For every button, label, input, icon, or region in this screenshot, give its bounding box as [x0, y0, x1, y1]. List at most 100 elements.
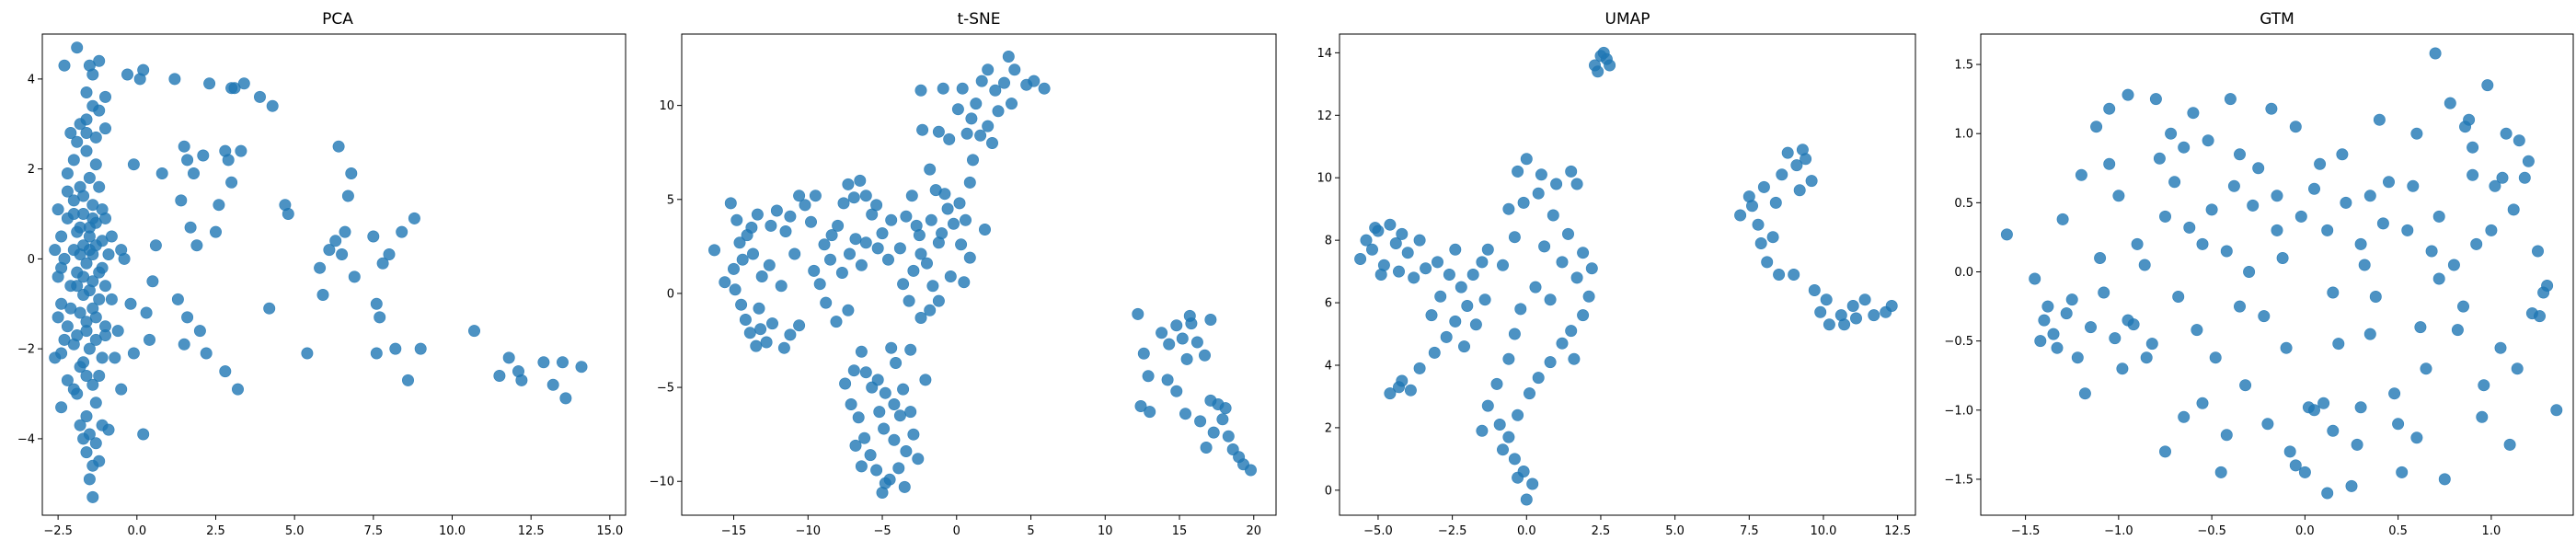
- scatter-point: [1502, 352, 1515, 365]
- scatter-point: [61, 320, 74, 333]
- scatter-point: [1508, 231, 1521, 244]
- scatter-point: [1469, 318, 1482, 331]
- scatter-point: [1532, 187, 1545, 200]
- scatter-point: [184, 221, 197, 234]
- axes-frame: [1339, 33, 1916, 516]
- scatter-point: [61, 374, 74, 386]
- scatter-point: [944, 270, 957, 282]
- scatter-point: [77, 432, 90, 445]
- scatter-point: [80, 257, 93, 270]
- scatter-point: [2494, 341, 2507, 354]
- axes-frame: [1980, 33, 2574, 516]
- scatter-point: [1582, 290, 1595, 303]
- scatter-point: [1428, 346, 1441, 359]
- scatter-point: [323, 244, 336, 257]
- scatter-point: [2447, 259, 2460, 271]
- scatter-point: [2116, 362, 2129, 375]
- scatter-point: [1565, 165, 1578, 178]
- scatter-point: [155, 167, 168, 180]
- scatter-point: [121, 68, 134, 81]
- scatter-point: [1550, 178, 1563, 190]
- scatter-point: [2298, 466, 2311, 478]
- scatter-point: [1497, 259, 1510, 271]
- scatter-point: [2432, 272, 2445, 285]
- scatter-point: [99, 90, 112, 103]
- scatter-point: [137, 428, 150, 441]
- scatter-point: [754, 323, 767, 336]
- scatter-point: [1137, 347, 1150, 360]
- y-tick-label: −4: [17, 432, 35, 446]
- scatter-point: [71, 41, 84, 54]
- scatter-point: [871, 242, 884, 255]
- scatter-point: [339, 225, 351, 238]
- scatter-point: [779, 225, 792, 238]
- scatter-point: [2220, 245, 2233, 258]
- scatter-point: [2280, 341, 2293, 354]
- scatter-point: [2168, 176, 2181, 189]
- scatter-point: [2227, 179, 2240, 192]
- scatter-point: [1508, 453, 1521, 466]
- scatter-point: [80, 316, 93, 328]
- scatter-point: [808, 264, 821, 277]
- scatter-point: [235, 144, 247, 157]
- scatter-point: [367, 230, 380, 243]
- panel-title: t-SNE: [957, 10, 1000, 29]
- scatter-point: [859, 236, 872, 249]
- scatter-point: [735, 298, 748, 311]
- scatter-point: [755, 270, 768, 282]
- scatter-point: [89, 333, 102, 346]
- x-tick-label: 5.0: [285, 524, 305, 538]
- scatter-point: [96, 203, 109, 216]
- scatter-point: [2327, 424, 2340, 437]
- scatter-point: [314, 261, 327, 274]
- scatter-point: [770, 204, 783, 217]
- scatter-point: [809, 190, 822, 202]
- scatter-point: [937, 82, 949, 95]
- scatter-point: [2444, 97, 2456, 109]
- scatter-point: [2438, 473, 2451, 486]
- scatter-point: [93, 369, 106, 382]
- scatter-point: [1838, 318, 1851, 331]
- scatter-point: [203, 77, 216, 90]
- scatter-point: [929, 184, 942, 197]
- scatter-point: [493, 369, 506, 382]
- scatter-point: [2165, 127, 2178, 140]
- scatter-points: [49, 41, 588, 503]
- scatter-point: [124, 297, 137, 310]
- scatter-point: [1222, 430, 1235, 443]
- scatter-point: [859, 190, 872, 202]
- y-tick-label: 4: [28, 73, 35, 86]
- y-tick-label: 0.0: [1954, 266, 1973, 280]
- scatter-point: [515, 374, 528, 386]
- scatter-point: [1028, 75, 1041, 87]
- scatter-point: [559, 392, 572, 405]
- scatter-point: [2345, 479, 2358, 492]
- scatter-point: [341, 190, 354, 202]
- scatter-point: [793, 190, 806, 202]
- y-tick-label: 12: [1317, 109, 1332, 123]
- scatter-point: [932, 236, 945, 249]
- scatter-point: [956, 82, 969, 95]
- scatter-point: [2178, 410, 2191, 423]
- scatter-point: [1369, 222, 1382, 235]
- scatter-point: [2085, 321, 2098, 334]
- x-tick-label: 0.0: [127, 524, 146, 538]
- scatter-point: [93, 293, 106, 305]
- scatter-point: [2112, 190, 2125, 202]
- scatter-point: [348, 270, 361, 283]
- scatter-point: [1858, 293, 1871, 306]
- scatter-point: [1142, 370, 1155, 383]
- scatter-point: [389, 342, 402, 355]
- scatter-point: [989, 84, 1002, 97]
- scatter-point: [1820, 293, 1833, 306]
- scatter-point: [71, 135, 84, 148]
- scatter-point: [855, 345, 868, 358]
- y-tick-label: 1.5: [1954, 59, 1973, 73]
- scatter-point: [1200, 441, 1213, 454]
- scatter-point: [80, 113, 93, 126]
- scatter-point: [2327, 286, 2340, 299]
- scatter-point: [408, 212, 420, 224]
- y-tick-label: 6: [1325, 297, 1332, 311]
- scatter-point: [873, 406, 886, 419]
- scatter-point: [1443, 268, 1455, 281]
